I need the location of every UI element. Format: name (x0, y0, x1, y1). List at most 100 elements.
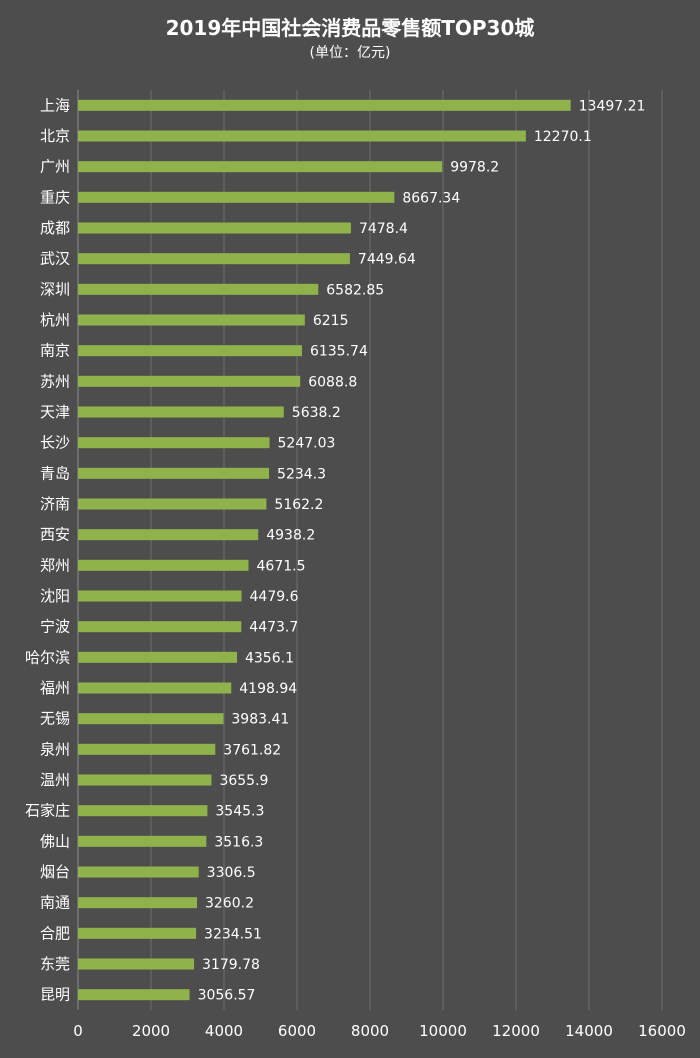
category-label: 温州 (40, 771, 70, 789)
bar (78, 130, 526, 142)
data-label: 6582.85 (326, 282, 384, 298)
data-label: 5638.2 (292, 405, 341, 421)
category-label: 青岛 (40, 464, 70, 482)
bar (78, 222, 351, 234)
bar (78, 161, 443, 173)
x-tick-label: 2000 (132, 1022, 170, 1040)
category-label: 郑州 (40, 556, 70, 574)
bar (78, 191, 395, 203)
bar (78, 283, 319, 295)
x-tick-label: 6000 (278, 1022, 316, 1040)
category-label: 西安 (40, 526, 70, 544)
x-tick-label: 12000 (492, 1022, 540, 1040)
chart-subtitle: (单位：亿元) (309, 45, 391, 61)
category-label: 烟台 (40, 863, 70, 881)
bar (78, 621, 242, 633)
data-label: 4198.94 (239, 681, 297, 697)
data-label: 5247.03 (278, 436, 336, 452)
data-label: 4473.7 (249, 620, 298, 636)
category-label: 北京 (40, 127, 70, 145)
bar (78, 529, 259, 541)
category-label: 上海 (40, 96, 70, 114)
category-label: 长沙 (40, 434, 70, 452)
data-label: 6215 (313, 313, 349, 329)
data-label: 3545.3 (215, 804, 264, 820)
category-label: 昆明 (40, 986, 70, 1004)
category-label: 泉州 (40, 740, 70, 758)
data-label: 12270.1 (534, 129, 592, 145)
data-label: 7478.4 (359, 221, 408, 237)
data-label: 5234.3 (277, 466, 326, 482)
data-label: 3056.57 (198, 988, 256, 1004)
data-label: 3983.41 (231, 712, 289, 728)
bar (78, 406, 284, 418)
bar (78, 743, 216, 755)
chart-title: 2019年中国社会消费品零售额TOP30城 (165, 16, 535, 40)
category-label: 杭州 (40, 311, 70, 329)
data-label: 6088.8 (308, 374, 357, 390)
data-label: 5162.2 (274, 497, 323, 513)
category-label: 广州 (40, 158, 70, 176)
data-label: 9978.2 (450, 160, 499, 176)
bar (78, 375, 301, 387)
category-label: 济南 (40, 495, 70, 513)
category-label: 东莞 (40, 955, 70, 973)
category-label: 无锡 (40, 710, 70, 728)
category-label: 合肥 (40, 924, 70, 942)
category-label: 哈尔滨 (25, 648, 70, 666)
category-label: 南京 (40, 342, 70, 360)
category-label: 福州 (40, 679, 70, 697)
bar (78, 897, 197, 909)
x-tick-label: 14000 (565, 1022, 613, 1040)
bar (78, 927, 197, 939)
bar (78, 99, 571, 111)
bar (78, 774, 212, 786)
bar (78, 345, 302, 357)
bar (78, 835, 207, 847)
data-label: 3179.78 (202, 957, 260, 973)
bar (78, 805, 208, 817)
category-label: 苏州 (40, 372, 70, 390)
data-label: 4671.5 (257, 558, 306, 574)
category-label: 深圳 (40, 280, 70, 298)
data-label: 3234.51 (204, 926, 262, 942)
data-label: 6135.74 (310, 344, 368, 360)
data-label: 13497.21 (579, 98, 646, 114)
category-label: 佛山 (40, 832, 70, 850)
bar (78, 989, 190, 1001)
category-label: 成都 (40, 219, 70, 237)
data-label: 8667.34 (402, 190, 460, 206)
bar (78, 498, 267, 510)
category-label: 石家庄 (25, 802, 70, 820)
category-label: 武汉 (40, 250, 70, 268)
bar (78, 590, 242, 602)
bar (78, 253, 350, 265)
x-tick-label: 10000 (419, 1022, 467, 1040)
bar (78, 651, 237, 663)
bar (78, 314, 305, 326)
bar (78, 467, 270, 479)
x-tick-label: 8000 (351, 1022, 389, 1040)
category-label: 南通 (40, 894, 70, 912)
bar (78, 866, 199, 878)
bar (78, 559, 249, 571)
category-label: 重庆 (40, 188, 70, 206)
data-label: 3655.9 (219, 773, 268, 789)
data-label: 3306.5 (207, 865, 256, 881)
category-label: 宁波 (40, 618, 70, 636)
data-label: 4356.1 (245, 650, 294, 666)
data-label: 4479.6 (250, 589, 299, 605)
data-label: 7449.64 (358, 252, 416, 268)
x-tick-label: 0 (73, 1022, 83, 1040)
bar (78, 437, 270, 449)
x-tick-label: 16000 (638, 1022, 686, 1040)
category-label: 沈阳 (40, 587, 70, 605)
data-label: 3516.3 (214, 834, 263, 850)
bar (78, 958, 195, 970)
data-label: 4938.2 (266, 528, 315, 544)
x-tick-label: 4000 (205, 1022, 243, 1040)
bar (78, 713, 224, 725)
bar (78, 682, 232, 694)
